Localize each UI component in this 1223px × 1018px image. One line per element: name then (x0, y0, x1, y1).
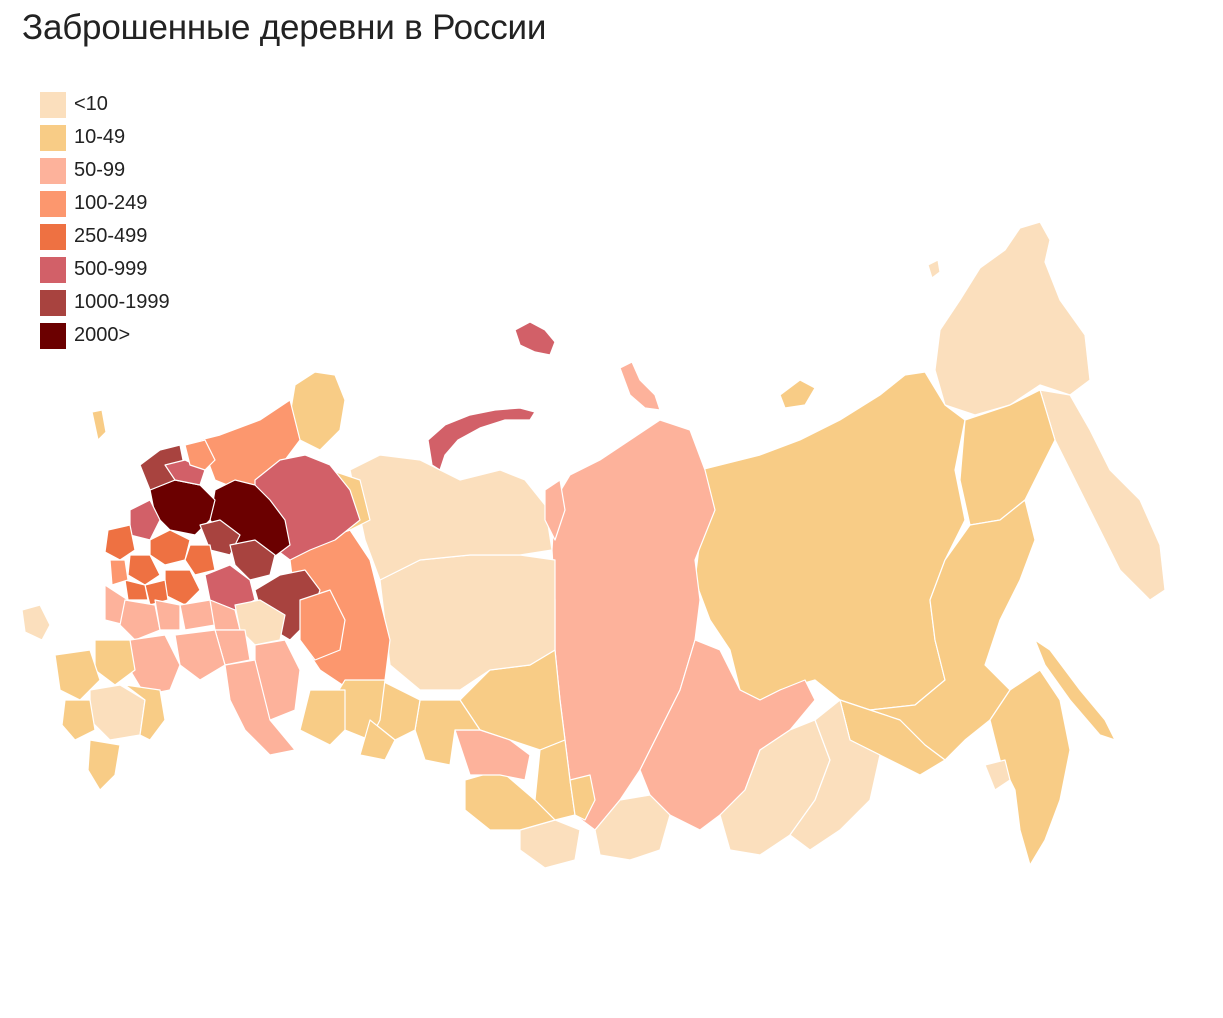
legend-label: 1000-1999 (74, 291, 170, 313)
region-bryansk[interactable] (104, 524, 136, 561)
region-taymyr-islands[interactable] (619, 361, 661, 411)
region-perm[interactable] (299, 589, 346, 661)
legend-item: 250-499 (40, 220, 170, 253)
legend-item: 2000> (40, 319, 170, 352)
legend-label: 2000> (74, 324, 131, 346)
region-yakutia[interactable] (694, 371, 966, 711)
legend-swatch (40, 124, 66, 151)
legend-swatch (40, 289, 66, 316)
region-zabaykalsky[interactable] (789, 699, 881, 851)
region-dagestan[interactable] (87, 739, 121, 791)
legend-item: 50-99 (40, 154, 170, 187)
region-volgograd[interactable] (129, 634, 181, 696)
legend-swatch (40, 91, 66, 118)
region-irkutsk[interactable] (639, 639, 816, 831)
region-novaya-zemlya[interactable] (427, 407, 536, 471)
region-chelyabinsk[interactable] (299, 689, 346, 746)
region-sakhalin[interactable] (1034, 639, 1116, 741)
region-magadan[interactable] (959, 389, 1056, 526)
legend-label: 10-49 (74, 126, 126, 148)
region-saratov[interactable] (174, 629, 226, 681)
region-crimea[interactable] (21, 604, 51, 641)
legend-item: 500-999 (40, 253, 170, 286)
region-new-siberian-islands[interactable] (779, 379, 816, 409)
legend-label: <10 (74, 93, 108, 115)
region-moscow-oblast[interactable] (149, 529, 191, 566)
region-kursk[interactable] (109, 559, 129, 586)
region-khabarovsk[interactable] (869, 499, 1036, 761)
region-vladimir[interactable] (184, 544, 216, 576)
legend-swatch (40, 190, 66, 217)
map-title: Заброшенные деревни в России (22, 8, 547, 47)
region-khakassia[interactable] (569, 774, 596, 821)
region-tula[interactable] (144, 579, 169, 606)
legend-item: 10-49 (40, 121, 170, 154)
legend-label: 100-249 (74, 192, 148, 214)
region-franz-josef-land[interactable] (514, 321, 556, 356)
region-kaluga[interactable] (127, 554, 161, 586)
region-omsk[interactable] (414, 699, 481, 766)
region-jewish-ao[interactable] (984, 759, 1011, 791)
legend: <10 10-49 50-99 100-249 250-499 500-999 … (40, 88, 170, 352)
region-kurgan[interactable] (359, 719, 396, 761)
region-penza[interactable] (179, 599, 216, 631)
region-primorye[interactable] (989, 669, 1071, 866)
region-wrangel-island[interactable] (927, 259, 941, 279)
legend-label: 50-99 (74, 159, 126, 181)
region-orel[interactable] (124, 579, 149, 601)
region-kamchatka[interactable] (1039, 389, 1166, 601)
legend-item: 1000-1999 (40, 286, 170, 319)
region-chukotka[interactable] (934, 221, 1091, 416)
legend-label: 250-499 (74, 225, 148, 247)
region-novosibirsk[interactable] (454, 729, 531, 781)
legend-item: <10 (40, 88, 170, 121)
legend-item: 100-249 (40, 187, 170, 220)
region-north-caucasus[interactable] (61, 699, 96, 741)
region-leningrad[interactable] (184, 439, 216, 471)
legend-swatch (40, 157, 66, 184)
legend-swatch (40, 322, 66, 349)
region-kalmykia[interactable] (124, 684, 166, 741)
region-yamal-gydan[interactable] (544, 479, 566, 541)
region-voronezh[interactable] (119, 599, 161, 641)
region-tuva[interactable] (594, 794, 671, 861)
region-orenburg[interactable] (224, 659, 296, 756)
legend-label: 500-999 (74, 258, 148, 280)
region-kaliningrad[interactable] (91, 409, 107, 441)
region-kostroma[interactable] (229, 539, 276, 581)
region-rostov[interactable] (94, 639, 136, 686)
legend-swatch (40, 223, 66, 250)
legend-swatch (40, 256, 66, 283)
region-tambov[interactable] (154, 599, 181, 631)
